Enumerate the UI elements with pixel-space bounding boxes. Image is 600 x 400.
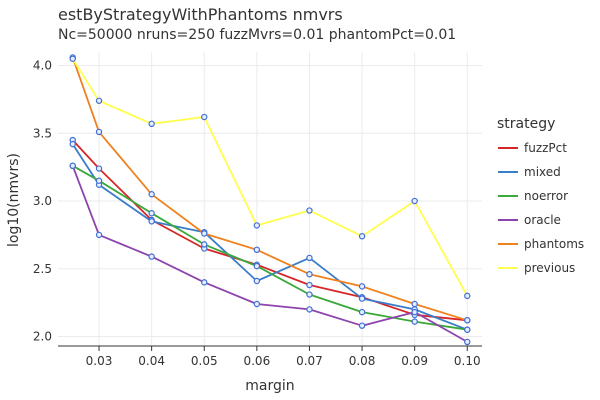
axes: 0.03 0.04 0.05 0.06 0.07 0.08 0.09 0.10 2.0 2.5 3.… [33, 59, 482, 368]
data-point-phantoms [411, 300, 418, 308]
y-tick-label: 4.0 [33, 59, 52, 73]
legend-label-noerror: noerror [524, 189, 568, 203]
data-point-oracle [69, 162, 76, 170]
data-point-phantoms [201, 230, 208, 237]
data-point-noerror [411, 318, 418, 325]
data-point-oracle [95, 231, 103, 239]
data-point-oracle [201, 279, 208, 286]
data-point-oracle [464, 338, 471, 346]
legend-title: strategy [497, 116, 555, 132]
series-line-previous [71, 58, 469, 297]
data-point-phantoms [306, 270, 313, 278]
x-tick-label: 0.05 [191, 354, 218, 368]
series-line-phantoms [71, 57, 468, 322]
legend-label-fuzzPct: fuzzPct [524, 141, 567, 155]
legend-label-oracle: oracle [524, 213, 561, 227]
series-line-fuzzPct [72, 139, 468, 322]
x-tick-label: 0.10 [454, 354, 481, 368]
data-point-oracle [253, 300, 261, 308]
data-point-previous [253, 222, 261, 229]
data-point-fuzzPct [306, 281, 313, 289]
data-point-previous [358, 233, 366, 240]
x-tick-label: 0.03 [86, 354, 113, 368]
data-point-oracle [306, 306, 313, 313]
data-point-noerror [148, 210, 155, 217]
series-lines [71, 57, 469, 343]
data-point-oracle [358, 322, 366, 329]
y-tick-label: 3.0 [33, 194, 52, 208]
data-markers [69, 54, 471, 346]
legend-label-mixed: mixed [524, 165, 561, 179]
data-point-fuzzPct [95, 165, 103, 172]
data-point-oracle [411, 308, 418, 316]
data-point-phantoms [148, 191, 155, 198]
data-point-previous [201, 113, 208, 121]
chart-title: estByStrategyWithPhantoms nmvrs [58, 5, 343, 24]
data-point-previous [306, 207, 313, 214]
data-point-noerror [95, 177, 103, 184]
data-point-previous [411, 197, 418, 205]
data-point-phantoms [358, 283, 366, 290]
data-point-phantoms [95, 128, 103, 136]
x-tick-label: 0.07 [296, 354, 323, 368]
data-point-oracle [148, 253, 155, 260]
data-point-previous [464, 292, 471, 300]
series-line-oracle [71, 165, 468, 343]
data-point-phantoms [464, 317, 471, 324]
gridlines [58, 52, 482, 346]
y-tick-label: 2.5 [33, 262, 52, 276]
legend-label-previous: previous [524, 261, 575, 275]
legend: strategy fuzzPct mixed noerror oracle phanto… [497, 116, 584, 275]
x-tick-label: 0.06 [243, 354, 270, 368]
data-point-mixed [358, 295, 366, 302]
data-point-noerror [253, 262, 261, 270]
data-point-noerror [358, 308, 366, 316]
data-point-previous [148, 120, 155, 128]
y-tick-label: 3.5 [33, 126, 52, 140]
x-tick-label: 0.08 [349, 354, 376, 368]
data-point-noerror [464, 326, 471, 333]
data-point-previous [95, 97, 103, 104]
data-point-phantoms [253, 246, 261, 254]
x-tick-label: 0.04 [138, 354, 165, 368]
y-tick-label: 2.0 [33, 330, 52, 344]
data-point-noerror [306, 291, 313, 298]
x-tick-label: 0.09 [401, 354, 428, 368]
data-point-previous [69, 55, 76, 62]
y-axis-title: log10(nmvrs) [6, 153, 22, 247]
data-point-mixed [306, 254, 313, 262]
chart-subtitle: Nc=50000 nruns=250 fuzzMvrs=0.01 phantom… [58, 27, 456, 43]
data-point-mixed [69, 140, 76, 148]
legend-label-phantoms: phantoms [524, 237, 584, 251]
data-point-noerror [201, 241, 208, 248]
data-point-mixed [253, 277, 261, 285]
x-axis-title: margin [245, 378, 294, 394]
data-point-mixed [148, 218, 155, 225]
